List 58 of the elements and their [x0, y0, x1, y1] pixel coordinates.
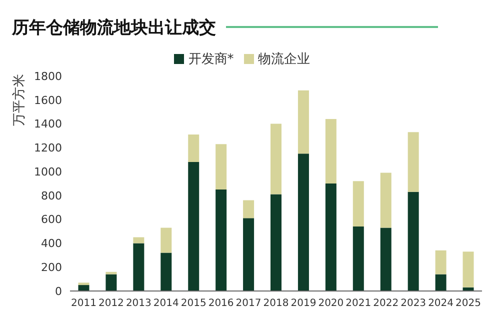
- bar: [188, 162, 200, 291]
- x-tick-label: 2024: [428, 298, 454, 310]
- bar: [133, 243, 144, 291]
- bar: [298, 154, 309, 291]
- bar: [106, 274, 117, 291]
- bar: [270, 124, 282, 194]
- y-tick-label: 400: [41, 237, 62, 250]
- x-tick-label: 2015: [180, 298, 206, 310]
- x-tick-label: 2022: [373, 298, 399, 310]
- bar: [352, 181, 364, 226]
- bar: [408, 192, 419, 291]
- bar: [380, 228, 392, 291]
- y-tick-label: 1400: [34, 118, 62, 131]
- x-tick-label: 2021: [346, 298, 372, 310]
- bar: [352, 226, 364, 291]
- x-tick-label: 2012: [98, 298, 124, 310]
- x-tick-label: 2013: [126, 298, 152, 310]
- chart-title: 历年仓储物流地块出让成交: [12, 16, 216, 38]
- bar: [133, 237, 144, 244]
- y-tick-label: 600: [41, 213, 62, 226]
- x-tick-label: 2025: [456, 298, 481, 310]
- bar: [243, 200, 254, 218]
- bar: [78, 285, 90, 291]
- x-tick-label: 2014: [153, 298, 179, 310]
- bar: [462, 252, 474, 288]
- y-tick-label: 800: [41, 189, 62, 202]
- legend-label: 开发商*: [188, 52, 234, 67]
- bar: [243, 218, 254, 291]
- bar: [78, 282, 90, 286]
- bar: [160, 252, 172, 291]
- y-tick-label: 1000: [34, 165, 62, 178]
- y-tick-label: 1800: [34, 70, 62, 83]
- legend-label: 物流企业: [258, 52, 310, 67]
- y-axis-title: 万平方米: [11, 74, 28, 126]
- x-tick-label: 2017: [236, 298, 262, 310]
- x-tick-label: 2011: [71, 298, 96, 310]
- bar: [325, 119, 336, 184]
- bar: [298, 90, 309, 154]
- bar: [270, 194, 282, 291]
- bar: [380, 172, 392, 228]
- y-tick-label: 0: [55, 284, 62, 298]
- y-tick-label: 1200: [34, 142, 62, 155]
- bar: [106, 272, 117, 274]
- bar: [325, 184, 336, 291]
- x-tick-label: 2023: [400, 298, 426, 310]
- y-tick-label: 1600: [34, 94, 62, 107]
- bar: [408, 132, 419, 192]
- bar: [435, 250, 446, 274]
- bar: [435, 274, 446, 291]
- x-tick-label: 2016: [208, 298, 234, 310]
- bar: [160, 228, 172, 253]
- x-tick-label: 2018: [263, 298, 289, 310]
- y-tick-label: 200: [41, 261, 62, 274]
- bar: [216, 144, 227, 190]
- bar: [188, 134, 200, 162]
- x-tick-label: 2019: [290, 298, 316, 310]
- bar: [216, 189, 227, 291]
- x-tick-label: 2020: [318, 298, 344, 310]
